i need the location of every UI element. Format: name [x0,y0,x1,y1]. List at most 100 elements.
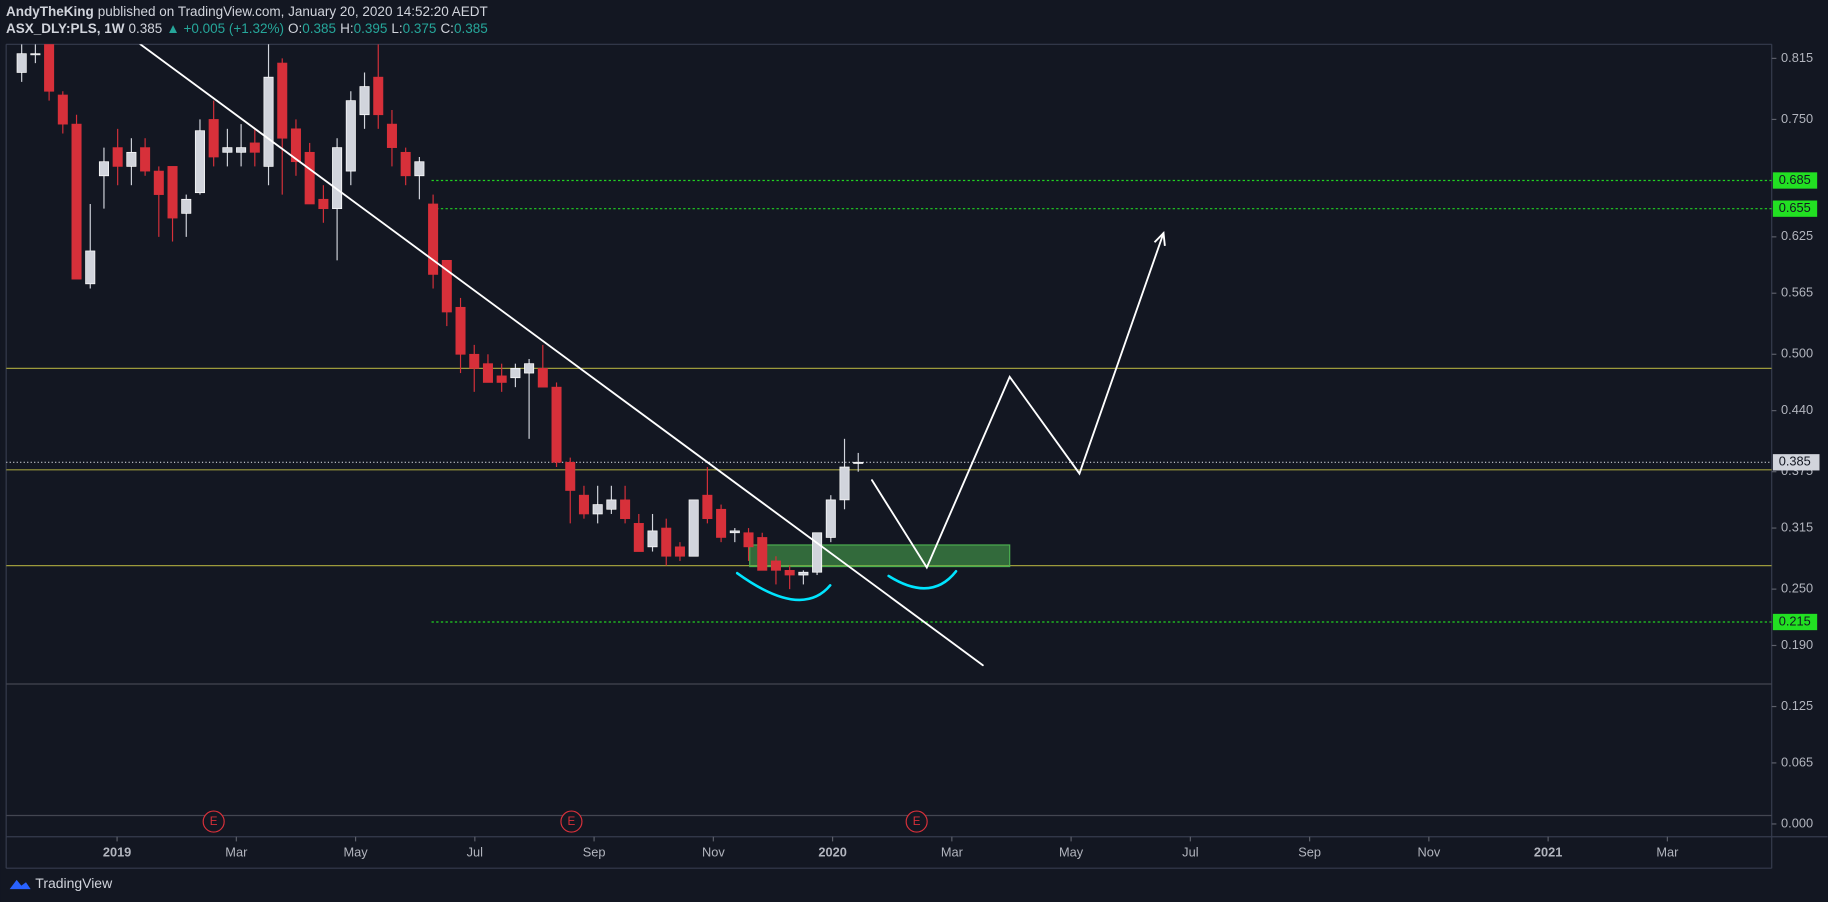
candle-body [71,123,82,280]
x-tick-label: 2019 [103,844,131,859]
y-tick-label: 0.000 [1781,815,1813,830]
candle-body [222,147,233,153]
candle-body [263,76,274,167]
y-tick-label: 0.815 [1781,50,1813,65]
candle-body [510,368,521,379]
x-tick-label: Jul [1182,844,1198,859]
candle-body [359,86,370,116]
arc [735,571,832,602]
y-tick-label: 0.250 [1781,581,1813,596]
candle-body [112,147,123,167]
published: published on TradingView.com, January 20… [97,4,488,19]
ohlc-label: O: [288,21,303,36]
candle-body [606,499,617,510]
candle-body [770,560,781,571]
candle-body [620,499,631,520]
candle-body [674,546,685,557]
candle-body [373,76,384,116]
candle-body [469,353,480,369]
level-label: 0.655 [1779,200,1811,215]
x-tick-label: Jul [467,844,483,859]
ohlc-label: L: [391,21,403,36]
level-label-bg [1772,613,1818,631]
x-tick-label: Nov [702,844,725,859]
candle-body [85,250,96,285]
header-line-1: AndyTheKing published on TradingView.com,… [6,4,492,19]
ohlc-value: 0.385 [302,21,337,36]
ohlc-label: H: [340,21,354,36]
event-label: E [568,815,576,828]
candle-body [167,166,178,219]
x-tick-label: Mar [1656,844,1679,859]
candle-body [839,466,850,501]
plot [6,44,1772,817]
last: 0.385 [128,21,163,36]
candle-body [16,53,27,73]
x-tick-label: Nov [1417,844,1440,859]
y-tick-label: 0.125 [1781,698,1813,713]
candle-body [332,147,343,210]
candle-body [30,53,41,56]
candle-body [345,100,356,172]
event-label: E [210,815,218,828]
candle-body [592,504,603,515]
y-tick-label: 0.750 [1781,111,1813,126]
candle-body [98,161,109,177]
candle-body [729,530,740,534]
candle-body [661,527,672,557]
candle-body [537,368,548,388]
candle-body [236,147,247,153]
y-tick-label: 0.565 [1781,285,1813,300]
symbol: ASX_DLY:PLS, 1W [6,21,125,36]
ohlc-value: 0.395 [353,21,388,36]
candle-body [524,363,535,374]
candle-body [757,537,768,571]
candle-body [716,508,727,538]
candle-body [304,151,315,205]
change: ▲ +0.005 (+1.32%) [166,21,285,36]
candle-body [194,130,205,194]
x-tick-label: Mar [225,844,248,859]
candle-body [688,499,699,557]
y-tick-label: 0.065 [1781,754,1813,769]
candle-body [825,499,836,538]
event-marker [905,810,928,833]
x-tick-label: Sep [1298,844,1321,859]
y-tick-label: 0.440 [1781,402,1813,417]
x-tick-label: 2020 [818,844,846,859]
ohlc: O:0.385 H:0.395 L:0.375 C:0.385 [288,21,492,36]
candle-body [482,363,493,383]
candle-body [290,128,301,163]
candle-body [455,306,466,355]
candle-body [496,375,507,383]
candle-body [249,142,260,153]
candle-body [441,259,452,313]
header-line-2: ASX_DLY:PLS, 1W 0.385 ▲ +0.005 (+1.32%) O:0… [6,21,496,36]
brand-logo [9,879,31,890]
price-label: 0.385 [1779,454,1811,469]
trendline [139,44,984,667]
author: AndyTheKing [6,4,94,19]
level-label-bg [1772,200,1818,217]
level-label: 0.215 [1779,613,1811,628]
level-label: 0.685 [1779,172,1811,187]
projection-path [871,232,1165,570]
zone [749,544,1011,568]
candle-body [400,151,411,177]
ohlc-value: 0.385 [453,21,488,36]
candle-body [784,569,795,576]
candle-body [414,161,425,177]
candle-body [647,530,658,548]
candle-body [853,461,864,464]
candle-body [181,198,192,214]
x-tick-label: May [343,844,368,859]
candle-body [140,147,151,172]
candle-body [318,198,329,210]
candle-body [277,62,288,139]
event-marker [202,810,225,833]
y-tick-label: 0.500 [1781,346,1813,361]
x-tick-label: Mar [941,844,964,859]
